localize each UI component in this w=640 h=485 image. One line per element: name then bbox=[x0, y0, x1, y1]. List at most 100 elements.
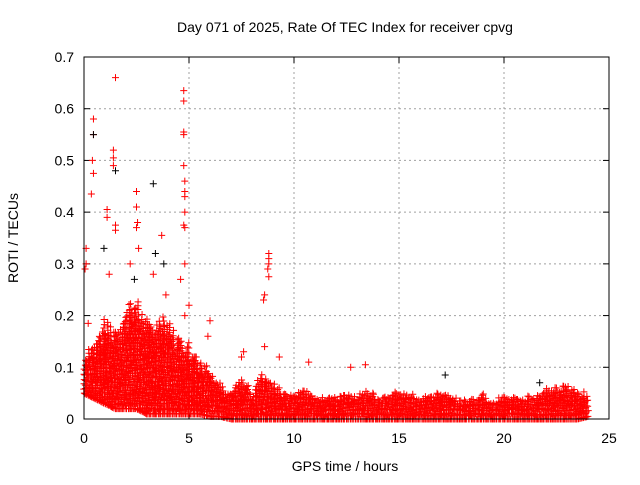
data-point bbox=[127, 300, 135, 308]
data-point bbox=[245, 395, 253, 403]
x-tick-label: 25 bbox=[601, 430, 617, 446]
data-point-outliers-red bbox=[103, 206, 111, 214]
data-point bbox=[141, 392, 149, 400]
data-point-outliers-red bbox=[133, 224, 140, 232]
data-point-outliers-red bbox=[158, 231, 166, 239]
data-point-outliers-black bbox=[151, 250, 159, 258]
data-point-outliers-red bbox=[181, 177, 189, 185]
data-point bbox=[197, 359, 205, 367]
data-point-outliers-red bbox=[238, 353, 245, 361]
data-point-outliers-red bbox=[265, 273, 273, 281]
data-point bbox=[313, 396, 321, 404]
data-point bbox=[274, 385, 282, 393]
grid bbox=[84, 57, 609, 419]
data-point bbox=[216, 379, 224, 387]
data-point-outliers-red bbox=[126, 260, 134, 268]
x-tick-label: 0 bbox=[80, 430, 88, 446]
data-point bbox=[149, 374, 157, 382]
y-tick-label: 0.1 bbox=[55, 359, 75, 375]
data-point-outliers-red bbox=[109, 146, 117, 154]
data-point-outliers-red bbox=[133, 203, 140, 211]
data-point-outliers-red bbox=[261, 291, 269, 299]
data-point bbox=[574, 389, 582, 397]
y-tick-label: 0.7 bbox=[55, 49, 75, 65]
data-point bbox=[351, 393, 359, 401]
data-point-outliers-black bbox=[112, 167, 119, 175]
data-point bbox=[121, 318, 129, 326]
data-point-outliers-red bbox=[181, 193, 189, 201]
data-point bbox=[143, 315, 151, 323]
data-point-outliers-red bbox=[112, 226, 119, 234]
data-point bbox=[275, 384, 283, 392]
data-point bbox=[469, 395, 477, 403]
x-tick-label: 10 bbox=[286, 430, 302, 446]
data-point bbox=[266, 379, 274, 387]
data-point-outliers-red bbox=[81, 265, 89, 273]
data-point bbox=[244, 382, 252, 390]
data-point bbox=[138, 311, 146, 319]
data-point bbox=[170, 344, 178, 352]
data-point-outliers-red bbox=[204, 332, 212, 340]
data-point-outliers-red bbox=[112, 74, 119, 82]
data-point-outliers-red bbox=[180, 162, 188, 170]
data-point bbox=[134, 317, 142, 325]
x-tick-label: 5 bbox=[185, 430, 193, 446]
data-point bbox=[134, 298, 142, 306]
data-point-outliers-red bbox=[240, 348, 248, 356]
data-point bbox=[396, 395, 404, 403]
data-point-outliers-red bbox=[87, 190, 95, 198]
x-tick-label: 15 bbox=[391, 430, 407, 446]
data-point-outliers-red bbox=[109, 162, 117, 170]
data-point-outliers-black bbox=[89, 131, 97, 139]
data-point bbox=[434, 390, 442, 398]
data-point-outliers-red bbox=[180, 97, 188, 105]
data-point-outliers-red bbox=[89, 169, 97, 177]
data-point-outliers-red bbox=[105, 270, 113, 278]
y-axis-label: ROTI / TECUs bbox=[5, 193, 21, 283]
data-point bbox=[388, 392, 396, 400]
data-point-outliers-red bbox=[206, 317, 214, 325]
data-point bbox=[409, 390, 417, 398]
data-point bbox=[203, 362, 211, 370]
data-point bbox=[219, 387, 227, 395]
data-point bbox=[101, 331, 109, 339]
data-point-outliers-red bbox=[84, 319, 92, 327]
data-point-outliers-red bbox=[180, 131, 188, 139]
data-point-outliers-red bbox=[181, 224, 189, 232]
data-point bbox=[95, 332, 103, 340]
data-point bbox=[205, 370, 213, 378]
data-point-outliers-black bbox=[130, 275, 138, 283]
y-tick-label: 0.5 bbox=[55, 152, 75, 168]
data-point bbox=[128, 310, 136, 318]
data-point-outliers-red bbox=[261, 343, 269, 351]
data-point bbox=[478, 391, 486, 399]
data-point bbox=[369, 390, 377, 398]
data-point bbox=[580, 388, 588, 396]
data-point bbox=[238, 376, 246, 384]
data-point bbox=[433, 389, 441, 397]
data-point-outliers-red bbox=[181, 312, 189, 320]
data-point-outliers-red bbox=[264, 265, 272, 273]
data-point bbox=[452, 394, 460, 402]
data-point bbox=[479, 390, 487, 398]
y-tick-label: 0.2 bbox=[55, 308, 75, 324]
data-point bbox=[570, 386, 578, 394]
data-point bbox=[537, 394, 545, 402]
data-point-outliers-red bbox=[260, 296, 268, 304]
data-point bbox=[270, 380, 278, 388]
data-point-outliers-red bbox=[109, 154, 117, 162]
plot-frame bbox=[83, 56, 610, 420]
data-point bbox=[552, 384, 560, 392]
data-point bbox=[148, 326, 156, 334]
data-point bbox=[159, 323, 167, 331]
data-point-outliers-red bbox=[181, 260, 189, 268]
data-point bbox=[177, 337, 185, 345]
x-axis-label: GPS time / hours bbox=[292, 458, 399, 474]
data-point-outliers-black bbox=[149, 180, 157, 188]
data-point bbox=[392, 390, 400, 398]
data-point bbox=[192, 353, 200, 361]
data-point bbox=[166, 320, 174, 328]
data-point bbox=[584, 407, 592, 415]
data-point bbox=[107, 329, 115, 337]
